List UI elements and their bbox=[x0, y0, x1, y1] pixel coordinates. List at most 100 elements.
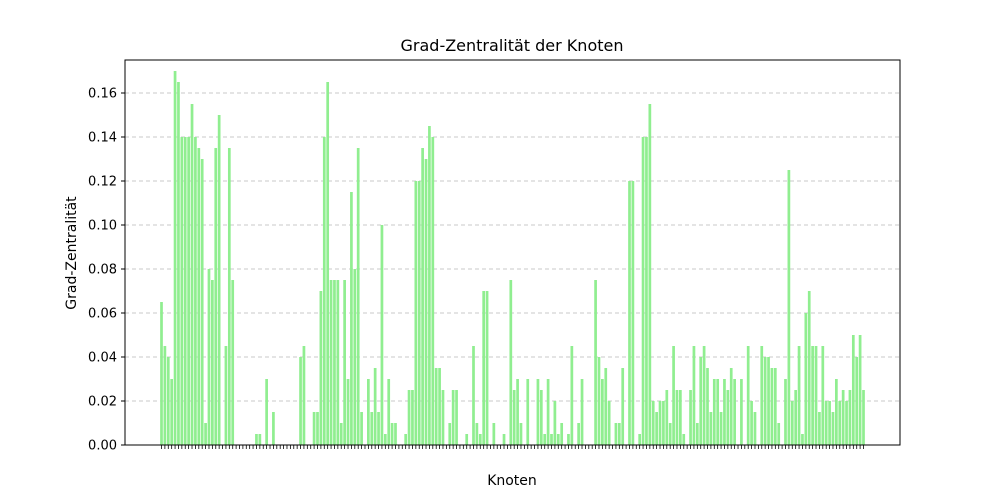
bar bbox=[492, 423, 496, 445]
bar bbox=[777, 423, 781, 445]
bar bbox=[841, 390, 845, 445]
bar bbox=[478, 434, 482, 445]
bar bbox=[390, 423, 394, 445]
bar bbox=[227, 148, 231, 445]
bar bbox=[302, 346, 306, 445]
y-tick-label: 0.04 bbox=[88, 351, 117, 366]
bar bbox=[733, 379, 736, 445]
bar bbox=[658, 401, 662, 445]
bar bbox=[570, 346, 574, 445]
bar bbox=[787, 170, 791, 445]
bar bbox=[617, 423, 621, 445]
bar bbox=[862, 390, 865, 445]
bar bbox=[455, 390, 458, 445]
bar bbox=[380, 225, 384, 445]
bar bbox=[818, 412, 821, 445]
bar bbox=[377, 412, 380, 445]
bar bbox=[665, 390, 669, 445]
bar bbox=[831, 412, 835, 445]
bar bbox=[194, 137, 197, 445]
bar bbox=[475, 423, 479, 445]
bar bbox=[177, 82, 180, 445]
bar bbox=[173, 71, 177, 445]
bar bbox=[662, 401, 665, 445]
bar bbox=[312, 412, 316, 445]
y-tick-label: 0.10 bbox=[88, 219, 117, 234]
bar bbox=[814, 346, 818, 445]
y-tick-label: 0.00 bbox=[88, 439, 117, 454]
bar bbox=[746, 346, 750, 445]
bar bbox=[631, 181, 635, 445]
bar bbox=[604, 368, 608, 445]
bar bbox=[770, 368, 774, 445]
bar bbox=[536, 379, 540, 445]
bar bbox=[740, 379, 743, 445]
bar bbox=[797, 346, 801, 445]
bar bbox=[773, 368, 777, 445]
bar bbox=[350, 192, 353, 445]
bar bbox=[431, 137, 435, 445]
bar bbox=[577, 423, 580, 445]
bar bbox=[373, 368, 377, 445]
bar bbox=[322, 137, 326, 445]
bar bbox=[790, 401, 794, 445]
bar bbox=[472, 346, 475, 445]
bar bbox=[692, 346, 696, 445]
bar bbox=[438, 368, 441, 445]
bar bbox=[794, 390, 798, 445]
bar bbox=[702, 346, 706, 445]
y-axis-label: Grad-Zentralität bbox=[64, 196, 80, 310]
bar bbox=[689, 390, 692, 445]
bar bbox=[217, 115, 221, 445]
bar bbox=[272, 412, 275, 445]
bar bbox=[502, 434, 506, 445]
y-gridlines bbox=[125, 92, 900, 402]
y-tick-label: 0.06 bbox=[88, 307, 117, 322]
bar bbox=[360, 412, 363, 445]
bar bbox=[679, 390, 682, 445]
bar bbox=[190, 104, 194, 445]
bar bbox=[183, 137, 187, 445]
bar bbox=[299, 357, 302, 445]
bar bbox=[597, 357, 601, 445]
bar bbox=[339, 423, 343, 445]
y-tick-label: 0.02 bbox=[88, 395, 117, 410]
bar bbox=[655, 412, 658, 445]
bar bbox=[329, 280, 333, 445]
bar bbox=[811, 346, 814, 445]
bar bbox=[319, 291, 323, 445]
bar bbox=[170, 379, 174, 445]
bar bbox=[716, 379, 720, 445]
bar bbox=[163, 346, 167, 445]
bar bbox=[645, 137, 648, 445]
bar bbox=[706, 368, 709, 445]
bar bbox=[370, 412, 374, 445]
bar bbox=[699, 357, 703, 445]
bar bbox=[641, 137, 645, 445]
bar bbox=[760, 346, 764, 445]
bar bbox=[835, 379, 838, 445]
bar bbox=[519, 423, 523, 445]
bar bbox=[407, 390, 411, 445]
bar bbox=[824, 401, 828, 445]
chart-title: Grad-Zentralität der Knoten bbox=[401, 36, 624, 55]
bar bbox=[180, 137, 184, 445]
bar bbox=[255, 434, 258, 445]
bar bbox=[160, 302, 163, 445]
bar bbox=[675, 390, 679, 445]
bar bbox=[343, 280, 346, 445]
bar bbox=[845, 401, 848, 445]
bar bbox=[807, 291, 811, 445]
bar bbox=[448, 423, 452, 445]
bar bbox=[512, 390, 516, 445]
bar bbox=[801, 434, 804, 445]
bar bbox=[417, 181, 421, 445]
bar bbox=[767, 357, 770, 445]
bar bbox=[465, 434, 469, 445]
bar bbox=[526, 379, 530, 445]
bar bbox=[695, 423, 699, 445]
bar bbox=[200, 159, 204, 445]
bar bbox=[668, 423, 672, 445]
bar bbox=[214, 148, 218, 445]
